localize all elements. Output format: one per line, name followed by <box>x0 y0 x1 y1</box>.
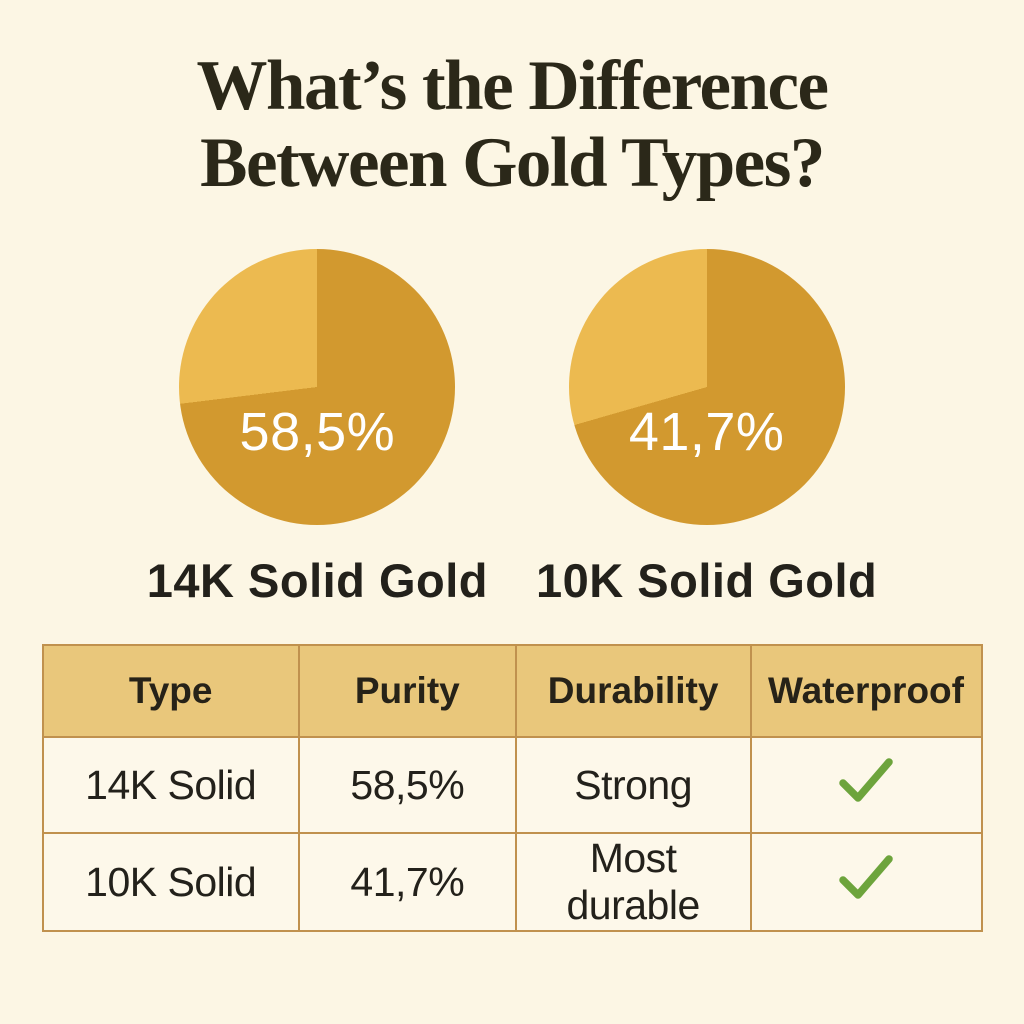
table-row-10k: 10K Solid 41,7% Most durable <box>41 832 983 933</box>
page-title-line-1: What’s the Difference <box>196 47 829 125</box>
page-title: What’s the Difference Between Gold Types… <box>0 0 1024 201</box>
cell-waterproof-10k <box>749 832 983 933</box>
column-header-durability: Durability <box>514 644 752 739</box>
cell-durability-10k: Most durable <box>514 832 752 933</box>
cell-purity-10k: 41,7% <box>297 832 517 933</box>
pie-chart-10k-gold: 41,7% <box>568 249 845 526</box>
pie-chart-14k-gold: 58,5% <box>179 249 456 526</box>
cell-purity-14k: 58,5% <box>297 736 517 835</box>
pie-percent-label-14k: 58,5% <box>239 401 396 462</box>
cell-durability-14k: Strong <box>514 736 752 835</box>
check-icon <box>838 756 894 804</box>
column-header-purity: Purity <box>297 644 517 739</box>
cell-type-14k: 14K Solid <box>41 736 300 835</box>
table-row-14k: 14K Solid 58,5% Strong <box>41 736 983 835</box>
page-title-line-2: Between Gold Types? <box>200 123 825 202</box>
cell-type-10k: 10K Solid <box>41 832 300 933</box>
comparison-table: Type Purity Durability Waterproof 14K So… <box>41 644 983 933</box>
column-header-waterproof: Waterproof <box>749 644 983 739</box>
pie-caption-10k: 10K Solid Gold <box>536 554 878 608</box>
pie-caption-14k: 14K Solid Gold <box>146 554 488 608</box>
cell-waterproof-14k <box>749 736 983 835</box>
pie-percent-label-10k: 41,7% <box>628 401 785 462</box>
pie-group-10k: 41,7% 10K Solid Gold <box>536 249 877 608</box>
pie-charts-row: 58,5% 14K Solid Gold 41,7% 10K Solid Gol… <box>0 249 1024 608</box>
table-header-row: Type Purity Durability Waterproof <box>41 644 983 739</box>
column-header-type: Type <box>41 644 300 739</box>
pie-group-14k: 58,5% 14K Solid Gold <box>147 249 488 608</box>
check-icon <box>838 853 894 901</box>
